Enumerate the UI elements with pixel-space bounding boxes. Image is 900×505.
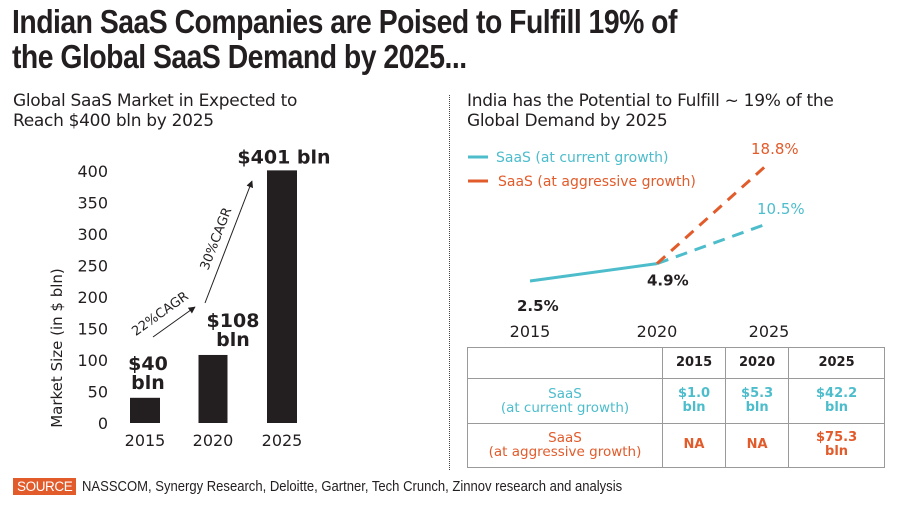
cell-aggressive-2020: NA <box>725 422 790 468</box>
row-label-line-1: SaaS <box>548 385 582 402</box>
bar-value-label: $108 <box>207 310 260 332</box>
cell-aggressive-2015: NA <box>661 422 727 468</box>
saas-value-table: 2015 2020 2025 SaaS (at current growth) … <box>467 347 885 468</box>
bar-value-label: bln <box>216 329 250 351</box>
cagr-arrow <box>152 306 196 338</box>
source-line: SOURCE NASSCOM, Synergy Research, Deloit… <box>13 478 683 495</box>
y-tick-label: 200 <box>77 288 108 307</box>
y-axis-label: Market Size (in $ bln) <box>48 268 66 428</box>
row-label-line-2: (at aggressive growth) <box>488 444 642 461</box>
bar-value-label: $401 bln <box>237 146 330 168</box>
point-label: 10.5% <box>757 200 805 218</box>
line-current-solid <box>529 262 658 283</box>
table-row: SaaS (at current growth) $1.0 bln $5.3 b… <box>467 378 885 424</box>
cell-current-2020: $5.3 bln <box>725 378 790 424</box>
line-chart-title-line-2: Global Demand by 2025 <box>467 111 668 131</box>
y-tick-label: 350 <box>77 194 108 213</box>
main-title-line-2: the Global SaaS Demand by 2025... <box>12 38 467 75</box>
bar-chart-title-line-2: Reach $400 bln by 2025 <box>13 111 214 131</box>
bar-2015 <box>130 397 160 423</box>
panel-divider <box>449 95 450 470</box>
cell-current-2015: $1.0 bln <box>661 378 727 424</box>
row-label-line-2: (at current growth) <box>500 399 630 416</box>
point-label: 18.8% <box>751 140 799 158</box>
y-tick-label: 50 <box>88 383 108 402</box>
table-row: SaaS (at aggressive growth) NA NA $75.3 … <box>467 422 885 468</box>
x-tick-label: 2025 <box>749 322 790 341</box>
bar-chart: Market Size (in $ bln) 0 50 100 150 200 250 30… <box>48 146 331 450</box>
y-tick-label: 100 <box>77 351 108 370</box>
legend-label-current: SaaS (at current growth) <box>496 150 669 166</box>
point-label: 2.5% <box>517 297 559 315</box>
cagr-arrow <box>204 180 254 304</box>
bar-value-label: bln <box>131 372 165 394</box>
line-aggressive-dashed <box>655 161 771 265</box>
cell-current-2025: $42.2 bln <box>788 378 885 424</box>
row-label-current: SaaS (at current growth) <box>467 378 663 424</box>
line-chart: SaaS (at current growth) SaaS (at aggress… <box>468 140 805 341</box>
table-header-blank <box>467 347 663 379</box>
y-tick-label: 0 <box>98 414 108 433</box>
table-header-2025: 2025 <box>788 347 885 379</box>
source-text: NASSCOM, Synergy Research, Deloitte, Gar… <box>82 478 623 495</box>
bar-chart-title: Global SaaS Market in Expected to Reach … <box>13 91 433 131</box>
x-tick-label: 2025 <box>262 431 303 450</box>
y-tick-label: 250 <box>77 257 108 276</box>
bar-2020 <box>198 354 228 423</box>
legend-label-aggressive: SaaS (at aggressive growth) <box>498 174 696 190</box>
bar-chart-title-line-1: Global SaaS Market in Expected to <box>13 91 298 111</box>
row-label-aggressive: SaaS (at aggressive growth) <box>467 422 663 468</box>
row-label-line-1: SaaS <box>548 430 582 447</box>
y-tick-label: 150 <box>77 320 108 339</box>
point-label: 4.9% <box>647 272 689 290</box>
main-title-line-1: Indian SaaS Companies are Poised to Fulf… <box>12 3 677 40</box>
bar-2025 <box>267 170 297 423</box>
line-chart-title: India has the Potential to Fulfill ~ 19%… <box>467 91 897 131</box>
x-tick-label: 2015 <box>510 322 551 341</box>
source-badge: SOURCE <box>13 478 77 495</box>
table-header-2020: 2020 <box>725 347 790 379</box>
table-header-row: 2015 2020 2025 <box>467 347 885 379</box>
y-tick-label: 400 <box>77 162 108 181</box>
x-tick-label: 2020 <box>193 431 234 450</box>
x-tick-label: 2015 <box>125 431 166 450</box>
cell-aggressive-2025: $75.3 bln <box>788 422 885 468</box>
main-title: Indian SaaS Companies are Poised to Fulf… <box>12 4 769 74</box>
line-current-dashed <box>656 221 770 266</box>
x-tick-label: 2020 <box>637 322 678 341</box>
bar-value-label: $40 <box>128 353 168 375</box>
y-tick-label: 300 <box>77 225 108 244</box>
line-chart-title-line-1: India has the Potential to Fulfill ~ 19%… <box>467 91 834 111</box>
table-header-2015: 2015 <box>661 347 727 379</box>
